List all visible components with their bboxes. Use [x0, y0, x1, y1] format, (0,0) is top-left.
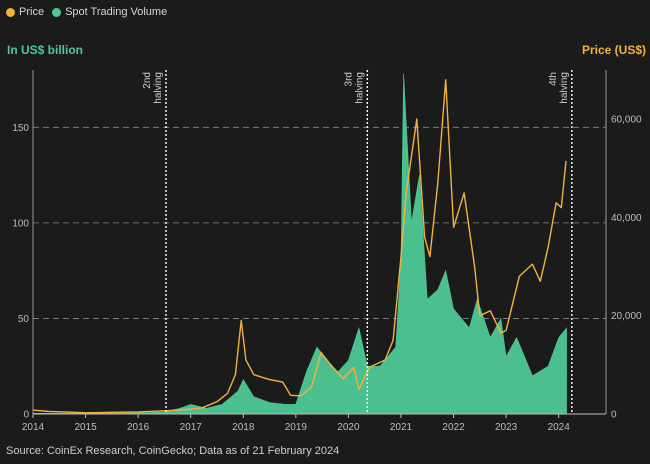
- x-tick-2024: 2024: [548, 422, 571, 433]
- x-tick-2021: 2021: [390, 422, 413, 433]
- halving-label-1-ordinal: 2nd: [142, 72, 153, 89]
- volume-series-area: [32, 73, 567, 415]
- y-right-tick-0: 0: [611, 410, 617, 421]
- legend-item-volume: Spot Trading Volume: [52, 6, 167, 18]
- halving-label-3-ordinal: 4th: [548, 72, 559, 86]
- x-tick-2020: 2020: [337, 422, 360, 433]
- source-note: Source: CoinEx Research, CoinGecko; Data…: [6, 445, 340, 457]
- price-legend-swatch: [6, 7, 15, 17]
- x-tick-2022: 2022: [442, 422, 465, 433]
- x-tick-2023: 2023: [495, 422, 518, 433]
- legend-label-volume: Spot Trading Volume: [65, 6, 168, 18]
- y-left-tick-50: 50: [18, 314, 30, 325]
- y-left-tick-100: 100: [12, 218, 29, 229]
- x-tick-2018: 2018: [232, 422, 255, 433]
- right-axis-title: Price (US$): [581, 43, 646, 57]
- halving-label-2-word: halving: [354, 72, 365, 104]
- y-left-tick-0: 0: [23, 410, 29, 421]
- volume-legend-swatch: [52, 7, 62, 17]
- x-tick-2017: 2017: [180, 422, 203, 433]
- x-tick-2015: 2015: [74, 422, 97, 433]
- halving-label-2-ordinal: 3rd: [343, 72, 354, 86]
- halving-label-1-word: halving: [153, 72, 164, 104]
- x-tick-2019: 2019: [285, 422, 308, 433]
- y-right-tick-20000: 20,000: [611, 311, 642, 322]
- y-left-tick-150: 150: [12, 123, 29, 134]
- left-axis-title: In US$ billion: [7, 43, 84, 57]
- price-series-line: [32, 79, 567, 414]
- legend: Price Spot Trading Volume: [6, 6, 175, 18]
- legend-label-price: Price: [19, 6, 45, 18]
- legend-item-price: Price: [6, 6, 44, 18]
- x-tick-2014: 2014: [22, 422, 45, 433]
- y-right-tick-60000: 60,000: [611, 115, 642, 126]
- x-tick-2016: 2016: [127, 422, 150, 433]
- halving-label-3-word: halving: [559, 72, 570, 104]
- y-right-tick-40000: 40,000: [611, 213, 642, 224]
